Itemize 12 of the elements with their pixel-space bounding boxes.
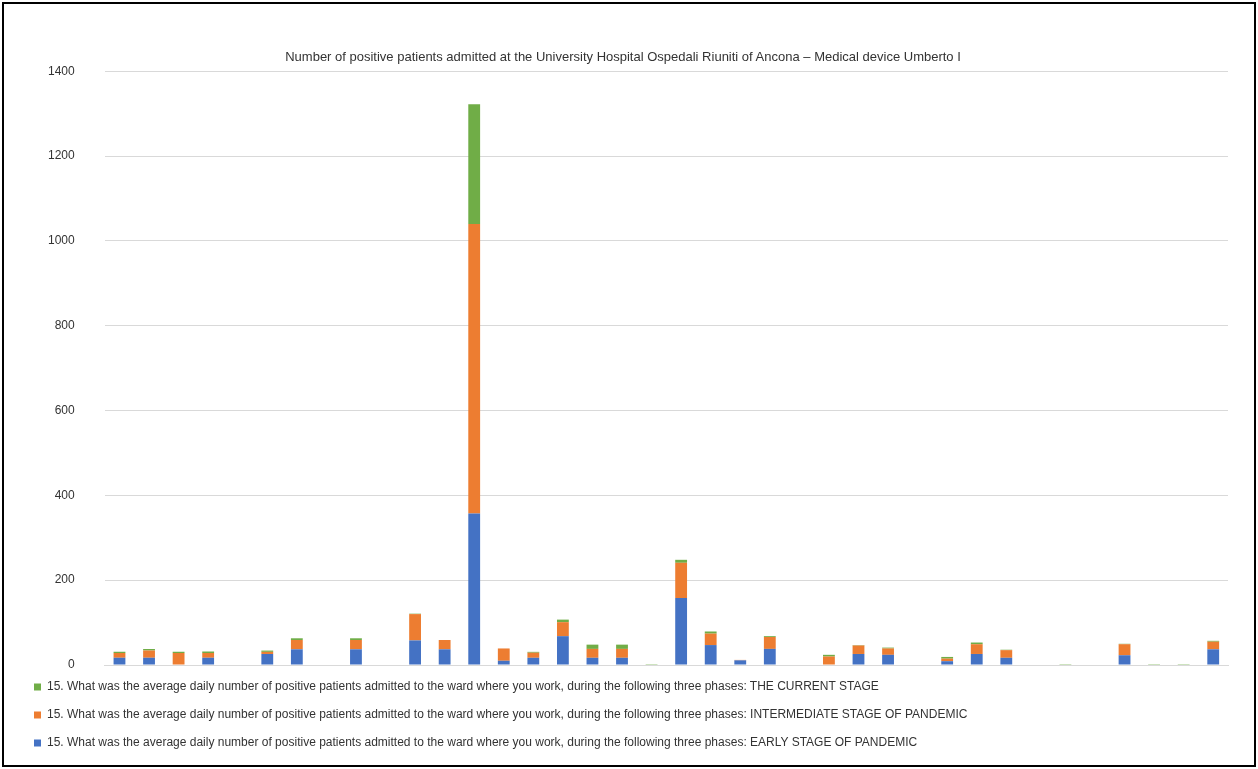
y-tick-label: 1200 [47, 148, 76, 163]
y-tick-label: 1000 [47, 233, 76, 248]
y-tick-label: 200 [54, 572, 76, 587]
chart-title: Number of positive patients admitted at the University Hospital Ospedali Riuniti of Ancona – Medical device Umberto I [285, 48, 961, 64]
legend-label: 15. What was the average daily number of positive patients admitted to the ward where you work, during the following three phases: INTERMEDIATE STAGE OF PANDEMIC [47, 707, 968, 722]
y-tick-label: 800 [54, 318, 76, 332]
y-tick-label: 400 [54, 487, 76, 502]
y-tick-label: 1400 [47, 63, 76, 78]
legend-label: 15. What was the average daily number of positive patients admitted to the ward where you work, during the following three phases: EARLY STAGE OF PANDEMIC [47, 735, 918, 750]
y-tick-label: 600 [54, 402, 76, 417]
y-tick-label: 0 [68, 657, 76, 672]
legend-label: 15. What was the average daily number of positive patients admitted to the ward where you work, during the following three phases: THE CURRENT STAGE [47, 679, 879, 694]
